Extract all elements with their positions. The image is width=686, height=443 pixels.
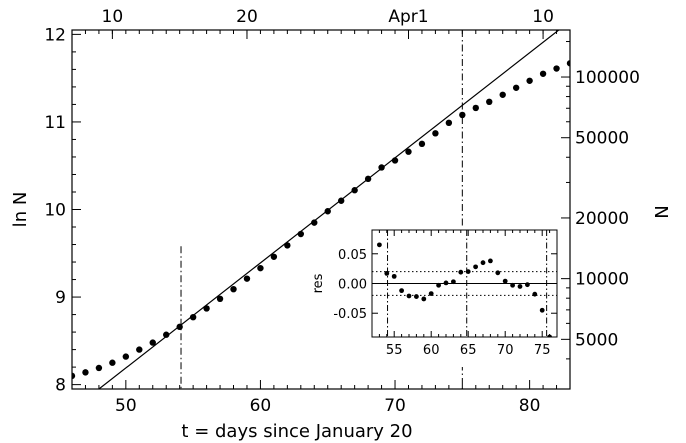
data-point — [176, 323, 183, 331]
residual-point — [480, 260, 486, 266]
data-point — [203, 305, 210, 312]
data-point — [351, 187, 358, 194]
residual-point — [547, 334, 552, 337]
right-tick-label: 100000 — [575, 68, 640, 88]
data-point — [297, 230, 305, 238]
y-tick-label: 9 — [55, 288, 66, 308]
residual-point — [377, 242, 382, 248]
residual-point — [502, 278, 508, 284]
right-tick-label: 5000 — [575, 330, 618, 350]
inset-x-tick-label: 60 — [423, 343, 440, 358]
right-axis-title: N — [652, 205, 673, 218]
residual-point — [451, 279, 456, 285]
residual-point — [428, 291, 434, 297]
x-tick-label: 60 — [250, 396, 272, 416]
y-tick-label: 12 — [44, 25, 66, 45]
data-point — [526, 77, 533, 84]
data-point — [243, 275, 251, 282]
data-point — [284, 242, 291, 249]
top-tick-label: 10 — [102, 7, 124, 27]
data-point — [189, 314, 197, 321]
data-point — [512, 84, 520, 91]
residual-point — [443, 280, 449, 286]
x-axis-title: t = days since January 20 — [181, 421, 412, 442]
main-data-layer — [72, 30, 570, 389]
right-tick-label: 10000 — [575, 270, 629, 290]
data-point — [405, 148, 412, 155]
data-point — [539, 70, 547, 77]
data-point — [459, 111, 466, 119]
x-tick-label: 50 — [115, 396, 137, 416]
main-plot-area: 50 60 70 80 10 20 Apr1 10 8 9 10 11 12 100000 50000 200… — [10, 7, 673, 442]
inset-y-tick-label: 0.05 — [338, 248, 367, 263]
data-point — [122, 353, 130, 360]
data-point — [499, 91, 506, 98]
y-axis-title: ln N — [10, 192, 31, 228]
residual-point — [399, 288, 404, 294]
inset-y-axis-title: res — [311, 273, 326, 293]
residual-point — [436, 282, 441, 288]
residual-point — [510, 282, 515, 288]
inset-data-layer — [372, 230, 557, 337]
data-point — [230, 285, 237, 293]
right-tick-label: 50000 — [575, 129, 629, 149]
data-point — [136, 346, 143, 353]
residual-point — [458, 269, 464, 275]
top-tick-label: 20 — [236, 7, 258, 27]
residual-point — [517, 284, 523, 289]
data-point — [364, 175, 372, 183]
data-point — [566, 60, 570, 67]
residual-point — [465, 269, 471, 275]
y-tick-label: 11 — [44, 113, 66, 133]
top-tick-label: Apr1 — [388, 7, 428, 27]
residual-point — [384, 270, 390, 276]
data-point — [270, 253, 278, 260]
residual-point — [421, 296, 427, 302]
right-tick-label: 20000 — [575, 209, 629, 229]
residual-point — [391, 273, 397, 279]
data-point — [72, 372, 76, 380]
data-point — [391, 157, 399, 164]
residual-point — [414, 294, 419, 299]
data-point — [378, 164, 385, 171]
y-tick-label: 10 — [44, 201, 66, 221]
inset-x-tick-label: 65 — [460, 343, 477, 358]
data-point — [216, 295, 224, 303]
top-tick-label: 10 — [532, 7, 554, 27]
residual-point — [539, 307, 545, 313]
data-point — [95, 364, 103, 372]
data-point — [337, 197, 345, 204]
residual-inset: 55 60 65 70 75 0.05 0.00 -0.05 res — [311, 226, 561, 367]
residual-point — [495, 270, 501, 276]
data-point — [472, 104, 479, 112]
residual-point — [406, 293, 412, 299]
data-point — [82, 369, 89, 376]
data-point — [553, 65, 560, 72]
data-point — [418, 140, 426, 148]
data-point — [311, 219, 318, 226]
inset-background — [368, 226, 561, 367]
x-tick-label: 70 — [384, 396, 406, 416]
data-point — [163, 331, 170, 338]
inset-y-tick-label: 0.00 — [338, 278, 367, 293]
residual-point — [532, 291, 538, 297]
data-point — [109, 359, 116, 366]
inset-x-tick-label: 75 — [534, 343, 551, 358]
x-tick-label: 80 — [519, 396, 541, 416]
data-point — [432, 130, 439, 137]
inset-x-tick-label: 55 — [386, 343, 403, 358]
residual-point — [473, 264, 478, 270]
y-tick-label: 8 — [55, 376, 66, 396]
inset-y-tick-label: -0.05 — [333, 307, 367, 322]
data-point — [257, 264, 264, 272]
residual-point — [488, 258, 493, 264]
data-point — [149, 339, 156, 346]
residual-point — [525, 282, 530, 288]
data-point — [324, 208, 331, 215]
data-point — [445, 119, 453, 127]
inset-x-tick-label: 70 — [497, 343, 514, 358]
data-point — [486, 98, 493, 106]
